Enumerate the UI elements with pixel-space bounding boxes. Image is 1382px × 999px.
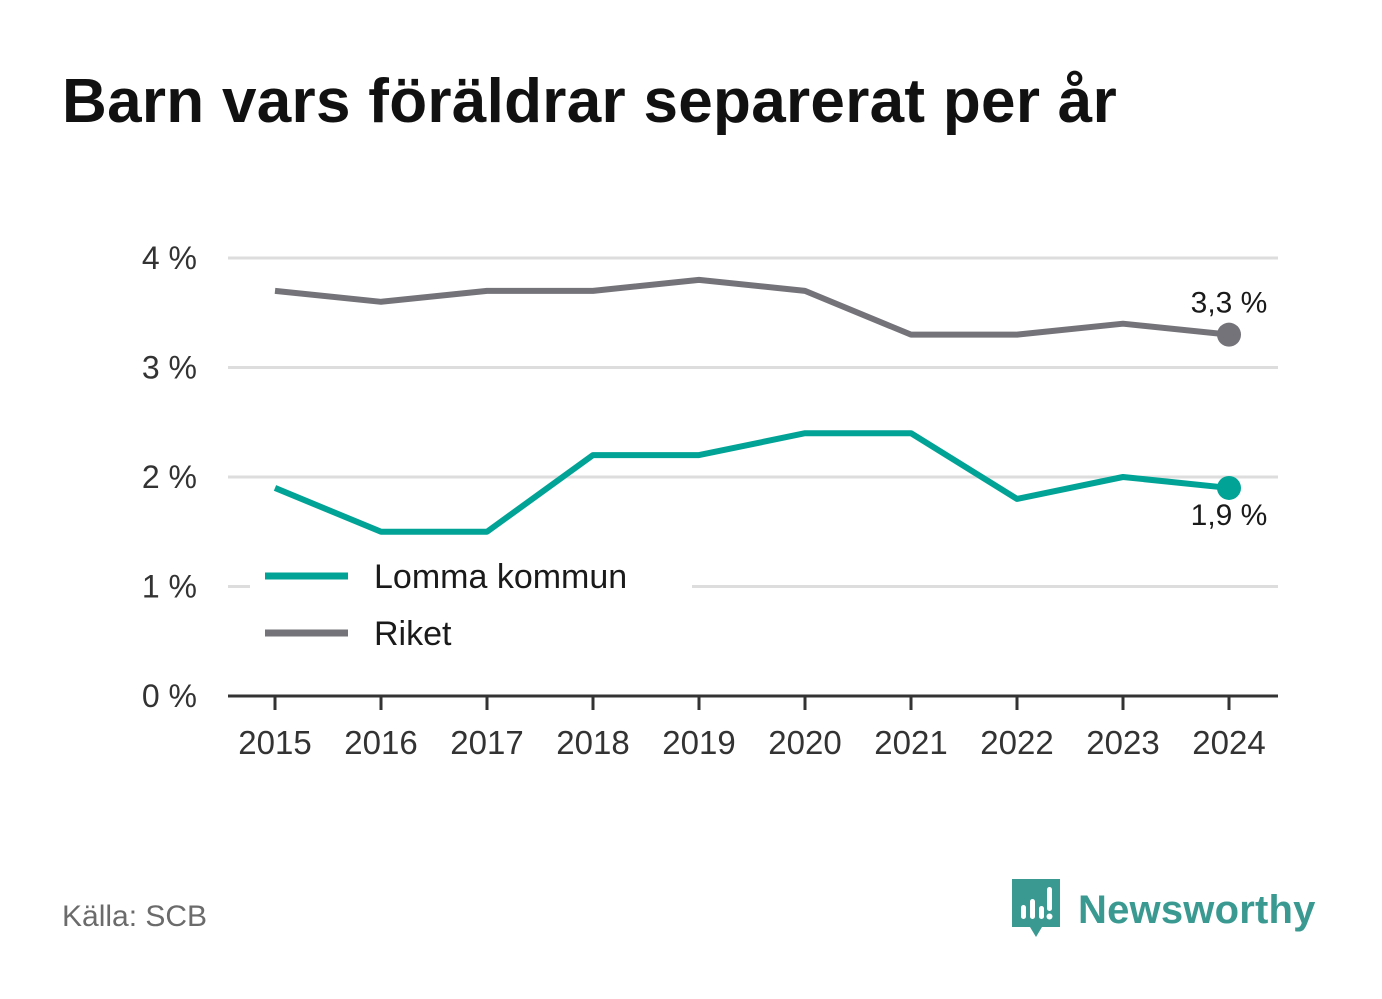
end-labels: 3,3 % 1,9 % <box>1191 287 1268 532</box>
series-line <box>273 430 1230 535</box>
y-tick-label: 0 % <box>142 678 197 714</box>
x-tick-label: 2020 <box>768 724 841 761</box>
x-tick-label: 2017 <box>450 724 523 761</box>
newsworthy-logo-icon <box>1012 879 1060 937</box>
x-tick-label: 2019 <box>662 724 735 761</box>
legend: Lomma kommun Riket <box>250 548 692 666</box>
chart-title: Barn vars föräldrar separerat per år <box>62 67 1117 136</box>
source-note: Källa: SCB <box>62 900 208 933</box>
x-tick-label: 2024 <box>1192 724 1265 761</box>
brand[interactable]: Newsworthy <box>1012 878 1316 942</box>
end-point-marker <box>1217 322 1241 347</box>
x-tick-label: 2022 <box>980 724 1053 761</box>
x-axis-ticks: 2015 2016 2017 2018 2019 2020 2021 2022 2023 2024 <box>238 696 1266 761</box>
x-tick-label: 2023 <box>1086 724 1159 761</box>
legend-background <box>250 548 692 666</box>
brand-name: Newsworthy <box>1078 887 1316 932</box>
series-line <box>274 276 1230 338</box>
end-point-marker <box>1217 475 1241 500</box>
x-tick-label: 2015 <box>238 724 311 761</box>
x-tick-label: 2021 <box>874 724 947 761</box>
series-lines <box>273 276 1241 535</box>
y-tick-label: 3 % <box>142 350 197 386</box>
y-tick-label: 2 % <box>142 459 197 495</box>
legend-label: Riket <box>374 615 452 653</box>
y-axis-ticks: 0 % 1 % 2 % 3 % 4 % <box>142 240 197 714</box>
x-tick-label: 2016 <box>344 724 417 761</box>
end-value-label: 3,3 % <box>1191 287 1268 320</box>
legend-label: Lomma kommun <box>374 558 627 596</box>
y-tick-label: 1 % <box>142 569 197 605</box>
x-tick-label: 2018 <box>556 724 629 761</box>
end-value-label: 1,9 % <box>1191 499 1268 532</box>
y-tick-label: 4 % <box>142 240 197 276</box>
